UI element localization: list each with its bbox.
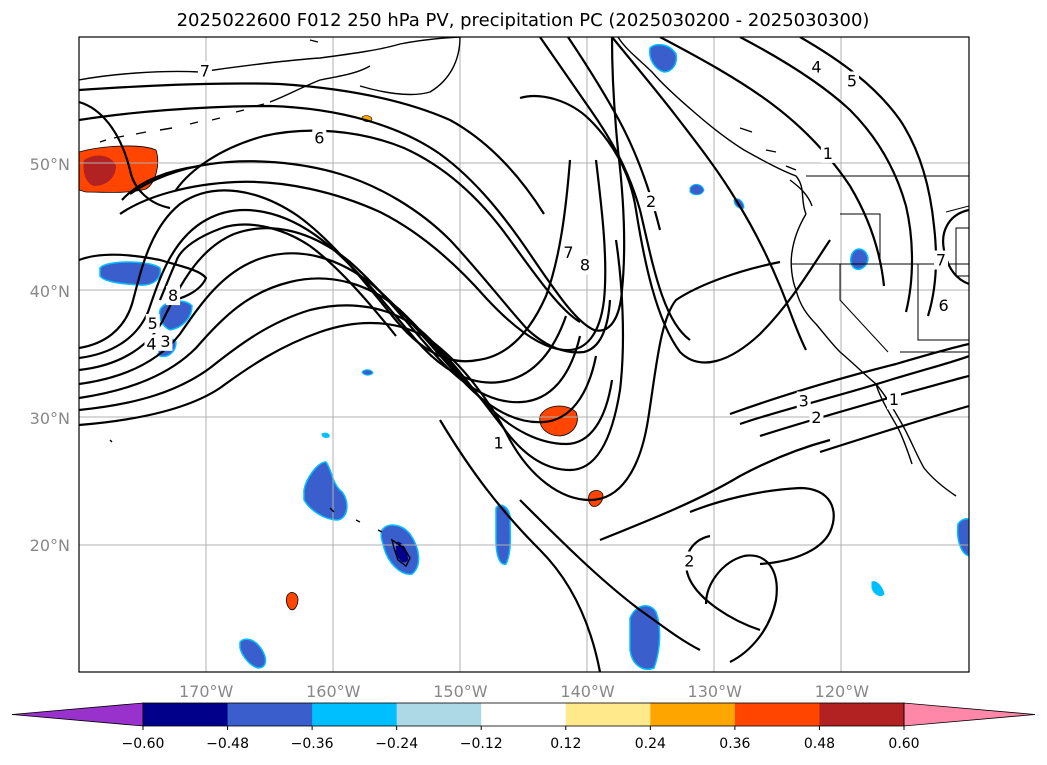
precip-negative-patch — [303, 461, 348, 521]
colorbar-tick-label: 0.48 — [804, 736, 835, 752]
precip-negative-patch — [956, 518, 969, 557]
contour-label: 2 — [646, 192, 656, 211]
colorbar-segment — [227, 703, 313, 726]
colorbar-segment — [481, 703, 567, 726]
precip-negative-patch — [629, 605, 661, 670]
precip-negative-patch — [648, 43, 678, 73]
colorbar-tick-label: −0.36 — [291, 736, 334, 752]
precip-positive-patch — [286, 592, 299, 611]
colorbar-extend-max — [903, 702, 1036, 727]
x-tick-label: 120°W — [815, 682, 870, 701]
colorbar-tick-label: 0.24 — [635, 736, 666, 752]
contour-label: 1 — [823, 144, 833, 163]
y-tick-label: 30°N — [30, 409, 70, 428]
contour-label-bg — [936, 296, 951, 316]
x-tick-label: 160°W — [306, 682, 361, 701]
colorbar-segment — [819, 703, 905, 726]
colorbar-tick-label: −0.24 — [375, 736, 418, 752]
precip-negative-patch — [871, 581, 885, 597]
coastlines — [79, 37, 957, 568]
colorbar-segment — [734, 703, 820, 726]
precip-negative-patch — [361, 369, 374, 376]
pv-contours — [79, 37, 969, 672]
colorbar: −0.60 −0.48 −0.36 −0.24 −0.12 0.12 0.24 0.36 0.4… — [11, 702, 1036, 752]
contour-label-bg — [682, 551, 697, 571]
colorbar-tick-label: −0.12 — [460, 736, 503, 752]
contour-label-bg — [809, 408, 824, 427]
contour-label: 8 — [580, 256, 590, 275]
contour-label-bg — [809, 57, 824, 77]
contour-label-bg — [145, 314, 160, 334]
contour-label-bg — [144, 334, 159, 354]
x-tick-label: 140°W — [560, 682, 615, 701]
contour-label-bg — [312, 128, 327, 148]
contour-label: 4 — [146, 334, 156, 353]
contour-label-bg — [197, 61, 212, 81]
y-tick-label: 20°N — [30, 536, 70, 555]
contour-label-bg — [934, 250, 949, 270]
precip-negative-patch — [99, 261, 162, 286]
y-axis-ticks: 50°N 40°N 30°N 20°N — [30, 155, 70, 555]
colorbar-tick-label: 0.12 — [550, 736, 581, 752]
contour-label-bg — [820, 143, 835, 163]
contour-label: 6 — [314, 129, 324, 148]
contour-label-bg — [158, 331, 173, 351]
contour-label-bg — [796, 391, 811, 411]
precip-negative-patch — [849, 248, 869, 270]
contour-label: 2 — [684, 552, 694, 571]
contour-label: 7 — [936, 251, 946, 270]
colorbar-tick-label: −0.60 — [122, 736, 165, 752]
colorbar-segment — [312, 703, 398, 726]
contour-label-bg — [845, 71, 860, 91]
x-axis-ticks: 170°W 160°W 150°W 140°W 130°W 120°W — [179, 682, 869, 701]
colorbar-tick-label: −0.48 — [206, 736, 249, 752]
contour-label: 8 — [168, 286, 178, 305]
x-tick-label: 130°W — [688, 682, 743, 701]
contour-label-bg — [644, 192, 659, 212]
contour-label: 7 — [200, 61, 210, 80]
contour-label: 1 — [889, 390, 899, 409]
contour-label-bg — [578, 255, 593, 275]
contour-label: 3 — [799, 391, 809, 410]
contour-label-bg — [166, 286, 181, 306]
x-tick-label: 150°W — [433, 682, 488, 701]
colorbar-outline — [142, 702, 905, 727]
precip-negative-patch — [689, 183, 705, 196]
colorbar-extend-min — [11, 702, 144, 727]
contour-label: 5 — [847, 71, 857, 90]
colorbar-segment — [143, 703, 229, 726]
contour-label: 7 — [563, 243, 573, 262]
map-frame — [78, 36, 970, 673]
x-tick-label: 170°W — [179, 682, 234, 701]
colorbar-segment — [396, 703, 482, 726]
contour-label: 6 — [938, 296, 948, 315]
precip-strong-negative-patch — [396, 541, 408, 563]
y-tick-label: 40°N — [30, 282, 70, 301]
contour-label: 3 — [160, 332, 170, 351]
y-tick-label: 50°N — [30, 155, 70, 174]
precip-negative-patch — [239, 638, 267, 669]
chart-title: 2025022600 F012 250 hPa PV, precipitatio… — [177, 10, 870, 31]
contour-label-bg — [561, 242, 576, 262]
contour-label-bg — [491, 433, 506, 453]
colorbar-tick-label: 0.60 — [888, 736, 919, 752]
contour-label: 1 — [493, 433, 503, 452]
precip-negative-patch — [321, 432, 330, 438]
colorbar-tick-label: 0.36 — [719, 736, 750, 752]
contour-label-bg — [886, 390, 901, 410]
colorbar-segment — [650, 703, 736, 726]
contour-label: 4 — [811, 57, 821, 76]
contour-label: 5 — [148, 314, 158, 333]
contour-label: 2 — [811, 408, 821, 427]
colorbar-segment — [565, 703, 651, 726]
